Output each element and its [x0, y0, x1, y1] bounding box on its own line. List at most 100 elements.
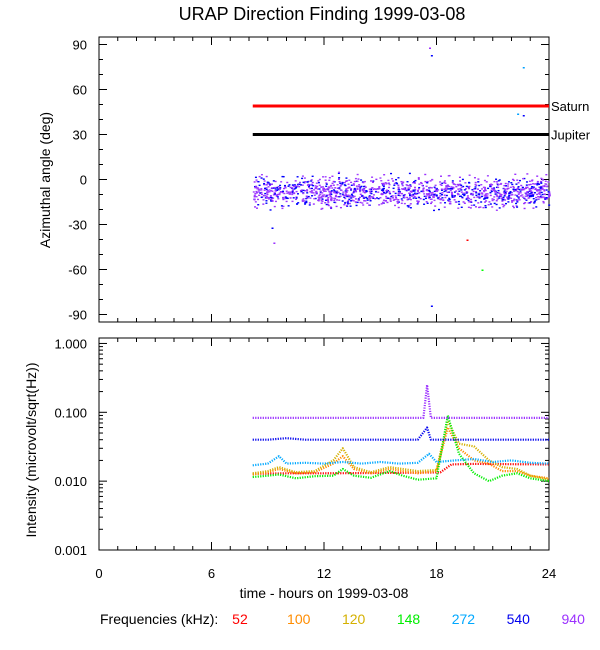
top-y-tick-label: 0 [80, 173, 87, 188]
azimuth-point [444, 202, 447, 204]
azimuth-point [356, 188, 359, 190]
azimuth-point [429, 186, 432, 189]
azimuth-point [537, 192, 540, 194]
azimuth-point [484, 194, 487, 196]
azimuth-point [454, 183, 457, 186]
azimuth-point [525, 184, 528, 186]
azimuth-point [353, 195, 356, 198]
legend-freq-940: 940 [561, 611, 585, 627]
azimuth-point [495, 200, 498, 202]
azimuth-point [362, 181, 365, 184]
azimuth-point [483, 198, 486, 200]
azimuth-point [274, 188, 277, 190]
azimuth-point [539, 187, 542, 189]
azimuth-point [481, 195, 484, 198]
azimuth-point [395, 182, 398, 184]
azimuth-point [358, 185, 361, 188]
azimuth-point [493, 180, 496, 183]
x-tick-label: 12 [317, 566, 331, 581]
azimuth-point [545, 173, 548, 176]
azimuth-point [548, 195, 551, 197]
azimuth-point [473, 188, 476, 190]
azimuth-point [443, 206, 446, 208]
azimuth-point [469, 193, 472, 195]
azimuth-point [258, 175, 261, 178]
azimuth-point [402, 194, 405, 197]
azimuth-point [418, 183, 421, 185]
azimuth-point [477, 178, 480, 180]
azimuth-point [445, 189, 448, 191]
azimuth-point [255, 207, 258, 209]
azimuth-point [502, 199, 505, 201]
azimuth-point [289, 186, 292, 189]
azimuth-point [362, 188, 365, 191]
azimuth-point [539, 189, 542, 191]
azimuth-point [332, 191, 335, 193]
azimuth-point [475, 192, 478, 194]
azimuth-point [294, 187, 297, 189]
azimuth-point [470, 204, 473, 207]
azimuth-point [291, 192, 294, 194]
azimuth-point [330, 198, 333, 201]
azimuth-point [480, 188, 483, 190]
azimuth-point [267, 196, 270, 199]
azimuth-point [537, 196, 540, 198]
azimuth-point [542, 202, 545, 204]
azimuth-point [296, 193, 299, 195]
azimuth-point [298, 185, 301, 188]
azimuth-point [305, 195, 308, 197]
azimuth-point [454, 201, 457, 203]
azimuth-point [333, 197, 336, 200]
azimuth-point [315, 182, 318, 184]
azimuth-point [339, 182, 342, 185]
azimuth-point [394, 204, 397, 207]
azimuth-point [382, 199, 385, 201]
azimuth-point [278, 193, 281, 196]
azimuth-point [536, 182, 539, 185]
azimuth-point [530, 194, 533, 197]
azimuth-point [464, 188, 467, 190]
azimuth-point [293, 184, 296, 186]
azimuth-point [353, 180, 356, 183]
azimuth-point [535, 189, 538, 192]
azimuth-point [489, 203, 492, 205]
azimuth-point [305, 200, 308, 202]
azimuth-point [427, 192, 430, 195]
azimuth-point [504, 199, 507, 201]
azimuth-point [338, 196, 341, 198]
azimuth-point [414, 179, 417, 182]
azimuth-point [423, 195, 426, 198]
azimuth-point [405, 184, 408, 186]
azimuth-point [541, 178, 544, 181]
azimuth-point [256, 180, 259, 183]
azimuth-point [303, 177, 306, 179]
azimuth-point [343, 196, 346, 199]
azimuth-point [313, 197, 316, 200]
azimuth-point [282, 198, 285, 201]
azimuth-point [338, 199, 341, 201]
azimuth-point [463, 202, 466, 204]
azimuth-point [262, 194, 265, 197]
chart-title: URAP Direction Finding 1999-03-08 [179, 4, 466, 24]
azimuth-point [345, 188, 348, 190]
azimuth-point [441, 197, 444, 199]
azimuth-point [316, 185, 319, 188]
azimuth-point [394, 195, 397, 197]
azimuth-point [388, 197, 391, 200]
azimuth-point [312, 203, 315, 205]
intensity-panel: 0 6 12 18 24 1.000 0.100 0.010 0.001 [54, 336, 556, 581]
azimuth-point [309, 187, 312, 190]
azimuth-point [408, 192, 411, 194]
azimuth-point [483, 186, 486, 189]
azimuth-point [547, 196, 550, 198]
azimuth-point [284, 187, 287, 189]
azimuth-point [435, 187, 438, 190]
azimuth-point [426, 180, 429, 183]
azimuth-point [540, 177, 543, 180]
azimuth-point [423, 193, 426, 195]
azimuth-point [523, 202, 526, 205]
azimuth-point [274, 190, 277, 192]
azimuth-point [532, 207, 535, 209]
azimuth-point [532, 183, 535, 185]
azimuth-point [459, 187, 462, 190]
